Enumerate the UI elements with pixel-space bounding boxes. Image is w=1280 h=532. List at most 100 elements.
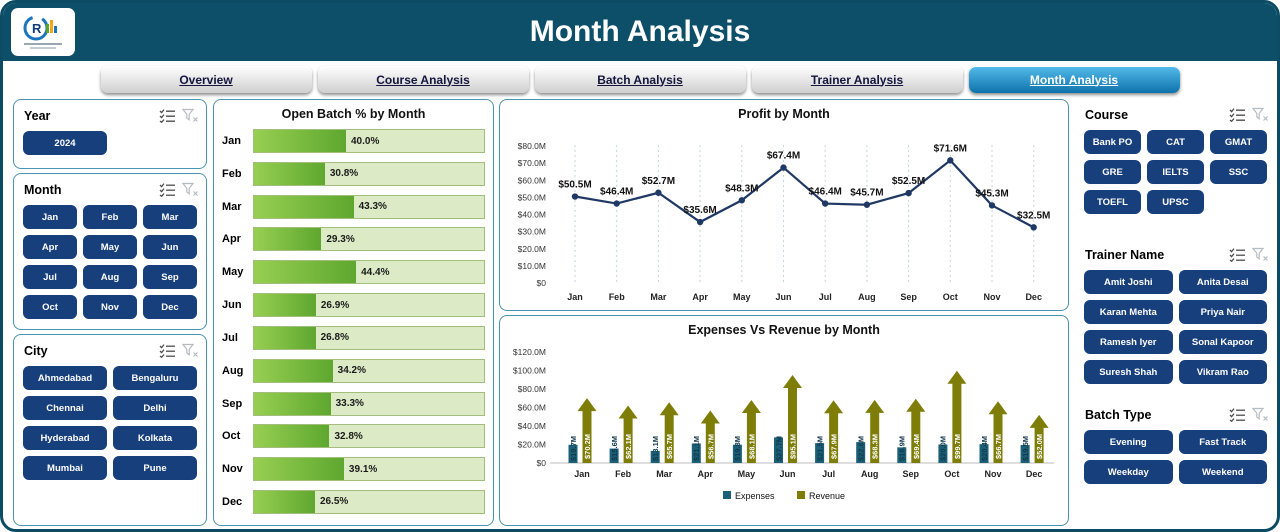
tab-batch-analysis[interactable]: Batch Analysis (534, 66, 746, 93)
profit-point-nov[interactable] (988, 202, 996, 209)
revenue-arrow-nov[interactable] (988, 401, 1008, 463)
filter-batch-type-fast-track[interactable]: Fast Track (1178, 430, 1267, 454)
tab-trainer-analysis[interactable]: Trainer Analysis (751, 66, 963, 93)
bar-sep[interactable] (254, 392, 331, 415)
profit-point-may[interactable] (738, 197, 745, 204)
filter-batch-type-evening[interactable]: Evening (1084, 430, 1173, 454)
filter-month-apr[interactable]: Apr (23, 235, 77, 259)
profit-point-jun[interactable] (780, 164, 787, 171)
filter-month-oct[interactable]: Oct (23, 295, 77, 319)
filter-month-feb[interactable]: Feb (83, 205, 137, 229)
expenses-bar-oct[interactable] (938, 444, 948, 464)
filter-trainer-anita-desai[interactable]: Anita Desai (1178, 270, 1267, 294)
revenue-arrow-oct[interactable] (947, 370, 967, 463)
bar-feb[interactable] (254, 162, 325, 185)
filter-trainer-vikram-rao[interactable]: Vikram Rao (1178, 360, 1267, 384)
expenses-bar-may[interactable] (732, 444, 742, 463)
filter-year-2024[interactable]: 2024 (23, 131, 107, 155)
revenue-arrow-jan[interactable] (577, 398, 597, 463)
filter-trainer-amit-joshi[interactable]: Amit Joshi (1084, 270, 1173, 294)
multiselect-icon[interactable] (159, 182, 176, 197)
filter-month-sep[interactable]: Sep (143, 265, 197, 289)
filter-city-bengaluru[interactable]: Bengaluru (113, 366, 197, 390)
profit-point-apr[interactable] (696, 218, 704, 226)
expenses-bar-jun[interactable] (774, 437, 783, 463)
expenses-bar-sep[interactable] (897, 447, 907, 463)
bar-dec[interactable] (254, 490, 315, 513)
expenses-bar-jan[interactable] (568, 444, 578, 463)
filter-course-ssc[interactable]: SSC (1210, 160, 1267, 184)
filter-course-gmat[interactable]: GMAT (1210, 130, 1267, 154)
revenue-arrow-may[interactable] (741, 400, 761, 463)
profit-point-jul[interactable] (822, 200, 829, 207)
bar-jan[interactable] (254, 130, 346, 152)
clear-filter-icon[interactable] (182, 108, 198, 123)
tab-overview[interactable]: Overview (100, 66, 312, 93)
tab-course-analysis[interactable]: Course Analysis (317, 66, 529, 93)
revenue-arrow-jul[interactable] (824, 400, 844, 463)
expenses-bar-jul[interactable] (815, 443, 825, 463)
clear-filter-icon[interactable] (182, 343, 198, 358)
profit-point-sep[interactable] (905, 189, 912, 197)
filter-batch-type-weekend[interactable]: Weekend (1178, 460, 1267, 484)
profit-point-feb[interactable] (613, 200, 620, 207)
filter-month-dec[interactable]: Dec (143, 295, 197, 319)
filter-month-jan[interactable]: Jan (23, 205, 77, 229)
filter-trainer-karan-mehta[interactable]: Karan Mehta (1084, 300, 1173, 324)
expenses-bar-apr[interactable] (691, 443, 701, 463)
revenue-arrow-aug[interactable] (865, 399, 885, 463)
filter-city-hyderabad[interactable]: Hyderabad (23, 426, 107, 450)
filter-course-toefl[interactable]: TOEFL (1084, 190, 1141, 214)
expenses-bar-nov[interactable] (979, 444, 989, 463)
expenses-bar-dec[interactable] (1020, 444, 1030, 463)
bar-nov[interactable] (254, 458, 344, 481)
clear-filter-icon[interactable] (1252, 107, 1268, 122)
multiselect-icon[interactable] (1229, 107, 1246, 122)
multiselect-icon[interactable] (159, 108, 176, 123)
expenses-bar-feb[interactable] (609, 448, 619, 463)
clear-filter-icon[interactable] (182, 182, 198, 197)
clear-filter-icon[interactable] (1252, 247, 1268, 262)
filter-city-mumbai[interactable]: Mumbai (23, 456, 107, 480)
filter-batch-type-weekday[interactable]: Weekday (1084, 460, 1173, 484)
filter-month-jul[interactable]: Jul (23, 265, 77, 289)
expenses-bar-mar[interactable] (650, 450, 660, 463)
revenue-arrow-apr[interactable] (700, 410, 720, 463)
bar-jun[interactable] (254, 294, 316, 317)
profit-point-jan[interactable] (571, 193, 579, 200)
filter-trainer-ramesh-iyer[interactable]: Ramesh Iyer (1084, 330, 1173, 354)
revenue-arrow-mar[interactable] (659, 402, 679, 463)
filter-city-chennai[interactable]: Chennai (23, 396, 107, 420)
multiselect-icon[interactable] (1229, 247, 1246, 262)
bar-apr[interactable] (254, 228, 322, 251)
profit-point-aug[interactable] (863, 201, 871, 208)
filter-course-upsc[interactable]: UPSC (1147, 190, 1204, 214)
filter-month-mar[interactable]: Mar (143, 205, 197, 229)
bar-oct[interactable] (254, 425, 330, 448)
filter-city-pune[interactable]: Pune (113, 456, 197, 480)
profit-point-dec[interactable] (1030, 224, 1037, 231)
revenue-arrow-jun[interactable] (783, 375, 802, 463)
filter-course-ielts[interactable]: IELTS (1147, 160, 1204, 184)
filter-trainer-priya-nair[interactable]: Priya Nair (1178, 300, 1267, 324)
filter-course-bank-po[interactable]: Bank PO (1084, 130, 1141, 154)
clear-filter-icon[interactable] (1252, 407, 1268, 422)
bar-jul[interactable] (254, 326, 316, 349)
filter-month-may[interactable]: May (83, 235, 137, 259)
filter-city-ahmedabad[interactable]: Ahmedabad (23, 366, 107, 390)
filter-city-delhi[interactable]: Delhi (113, 396, 197, 420)
revenue-arrow-sep[interactable] (906, 398, 926, 463)
expenses-bar-aug[interactable] (856, 442, 866, 463)
filter-month-jun[interactable]: Jun (143, 235, 197, 259)
multiselect-icon[interactable] (1229, 407, 1246, 422)
filter-course-cat[interactable]: CAT (1147, 130, 1204, 154)
bar-may[interactable] (254, 261, 357, 284)
multiselect-icon[interactable] (159, 343, 176, 358)
bar-aug[interactable] (254, 359, 333, 382)
profit-point-mar[interactable] (655, 189, 662, 196)
profit-point-oct[interactable] (947, 157, 954, 164)
revenue-arrow-feb[interactable] (618, 405, 638, 463)
tab-month-analysis[interactable]: Month Analysis (968, 66, 1180, 93)
filter-course-gre[interactable]: GRE (1084, 160, 1141, 184)
filter-trainer-sonal-kapoor[interactable]: Sonal Kapoor (1178, 330, 1267, 354)
